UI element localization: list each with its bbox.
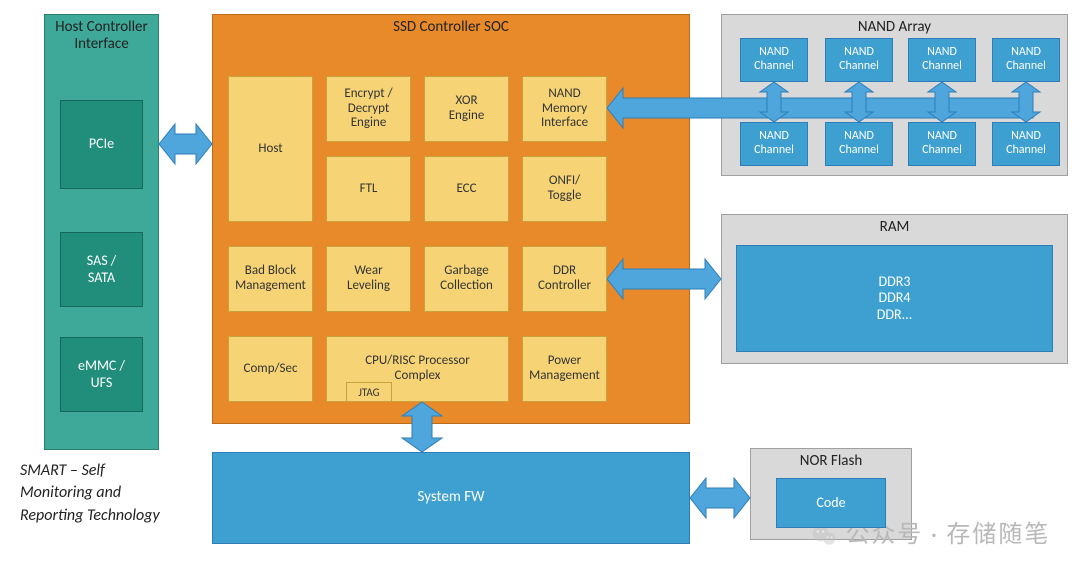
- nand-channel-bot-3-block: NANDChannel: [992, 122, 1060, 166]
- ram-title: RAM: [722, 215, 1067, 236]
- nand-channel-top-2-block: NANDChannel: [908, 38, 976, 82]
- nand-channel-top-3-block: NANDChannel: [992, 38, 1060, 82]
- badblk-block: Bad BlockManagement: [228, 246, 313, 312]
- onfi-block: ONFI/Toggle: [522, 156, 607, 222]
- ssd-controller-soc-title: SSD Controller SOC: [213, 15, 689, 36]
- sas-block: SAS /SATA: [60, 232, 143, 307]
- nor-code-block: Code: [776, 478, 886, 528]
- ecc-block: ECC: [424, 156, 509, 222]
- ddr-block: DDRController: [522, 246, 607, 312]
- system-fw-block: System FW: [212, 452, 690, 544]
- nandif-block: NANDMemoryInterface: [522, 76, 607, 142]
- nand-channel-bot-1-block: NANDChannel: [825, 122, 893, 166]
- nor-flash-title: NOR Flash: [751, 449, 911, 470]
- ram-block: DDR3DDR4DDR...: [736, 245, 1053, 352]
- nand-channel-top-0-block: NANDChannel: [740, 38, 808, 82]
- jtag-block: JTAG: [346, 382, 392, 402]
- pcie-block: PCIe: [60, 100, 143, 189]
- encrypt-block: Encrypt /DecryptEngine: [326, 76, 411, 142]
- nand-channel-bot-2-block: NANDChannel: [908, 122, 976, 166]
- wear-block: WearLeveling: [326, 246, 411, 312]
- nand-array-title: NAND Array: [722, 15, 1067, 36]
- host-block: Host: [228, 76, 313, 222]
- nand-channel-top-1-block: NANDChannel: [825, 38, 893, 82]
- xor-block: XOREngine: [424, 76, 509, 142]
- smart-note: SMART – SelfMonitoring andReporting Tech…: [20, 460, 160, 527]
- ftl-block: FTL: [326, 156, 411, 222]
- host-controller-title: Host ControllerInterface: [45, 15, 158, 54]
- nand-channel-bot-0-block: NANDChannel: [740, 122, 808, 166]
- power-block: PowerManagement: [522, 336, 607, 402]
- gc-block: GarbageCollection: [424, 246, 509, 312]
- compsec-block: Comp/Sec: [228, 336, 313, 402]
- emmc-block: eMMC /UFS: [60, 337, 143, 412]
